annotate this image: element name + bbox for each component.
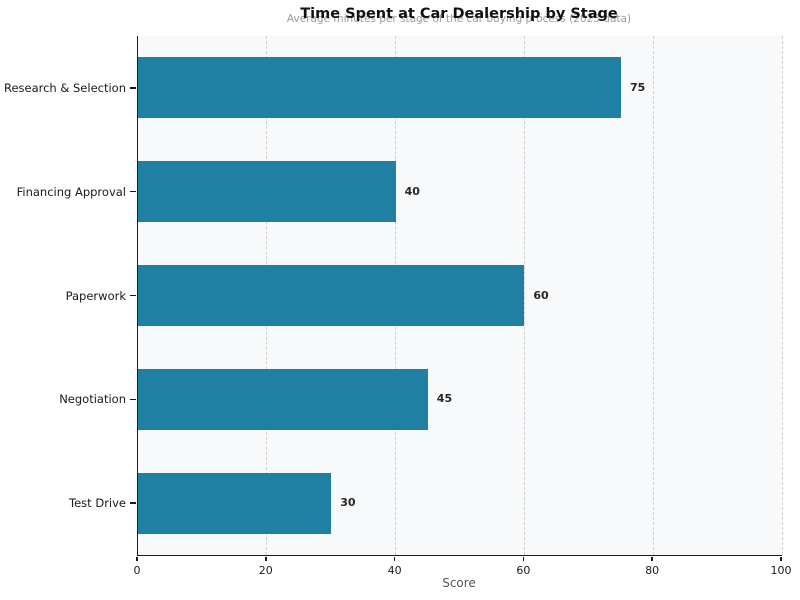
x-tick-label: 100 [770, 564, 792, 577]
bar [138, 265, 525, 326]
x-tick-mark [393, 557, 396, 561]
plot-area: 75 40 60 45 30 [137, 36, 783, 556]
y-tick-label: Financing Approval [16, 184, 126, 199]
y-tick-label: Paperwork [65, 288, 126, 303]
x-tick-label: 20 [258, 564, 273, 577]
x-tick-mark [522, 557, 525, 561]
y-tick-label: Negotiation [59, 392, 126, 407]
y-tick-label: Research & Selection [3, 80, 126, 95]
x-tick-mark [265, 557, 267, 561]
chart-subtitle: Average minutes per stage of the car buy… [286, 13, 632, 25]
gridline [781, 36, 783, 555]
y-tick-mark [130, 87, 136, 89]
x-tick-label: 40 [387, 564, 402, 577]
bar [138, 472, 332, 534]
y-tick-label: Test Drive [69, 496, 126, 511]
x-tick-label: 0 [133, 564, 141, 577]
y-tick-mark [130, 190, 136, 193]
bar-value-label: 60 [533, 288, 549, 302]
y-tick-row: Paperwork [66, 288, 137, 304]
x-tick-mark [136, 557, 138, 561]
y-tick-row: Test Drive [69, 495, 137, 511]
x-axis: 0 20 40 60 80 100 [133, 557, 792, 597]
y-tick-mark [130, 294, 136, 297]
y-axis: Research & Selection Financing Approval Pa… [0, 36, 137, 555]
bar-value-label: 30 [340, 496, 356, 510]
x-tick-mark [780, 557, 782, 561]
bar-value-label: 45 [436, 392, 453, 406]
bar-value-label: 75 [630, 80, 646, 94]
y-tick-row: Financing Approval [17, 184, 137, 200]
gridline [652, 36, 654, 555]
x-tick-mark [651, 557, 653, 561]
bar [138, 368, 428, 430]
x-tick-label: 60 [516, 564, 531, 577]
y-tick-mark [130, 398, 136, 401]
y-tick-row: Research & Selection [4, 80, 137, 96]
gridline [523, 36, 525, 555]
bar [138, 161, 396, 223]
x-tick-label: 80 [645, 564, 660, 577]
chart-title: Time Spent at Car Dealership by Stage [300, 6, 618, 22]
bar [138, 57, 621, 119]
y-tick-row: Negotiation [59, 391, 137, 407]
x-axis-title: Score [442, 576, 476, 590]
y-tick-mark [130, 502, 136, 504]
bar-value-label: 40 [404, 184, 420, 198]
